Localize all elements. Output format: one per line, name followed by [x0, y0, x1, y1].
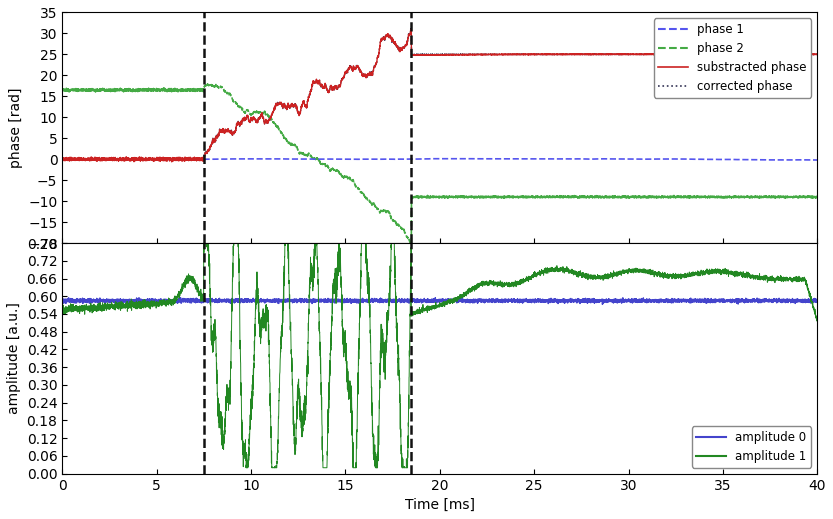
corrected phase: [94, 157, 104, 163]
phase 1: [617, 156, 627, 162]
amplitude 1: [812, 318, 822, 324]
phase 1: [95, 157, 105, 163]
phase 2: [617, 194, 627, 200]
amplitude 0: [812, 296, 822, 303]
amplitude 0: [176, 294, 186, 301]
substracted phase: [331, 83, 341, 89]
substracted phase: [57, 155, 67, 161]
Y-axis label: phase [rad]: phase [rad]: [8, 88, 22, 168]
amplitude 0: [537, 298, 547, 304]
corrected phase: [407, 25, 416, 32]
amplitude 0: [95, 297, 105, 304]
substracted phase: [812, 51, 822, 58]
amplitude 1: [504, 282, 514, 288]
amplitude 1: [331, 280, 341, 286]
X-axis label: Time [ms]: Time [ms]: [405, 498, 475, 512]
phase 2: [537, 194, 547, 200]
corrected phase: [504, 51, 514, 58]
amplitude 1: [57, 306, 67, 312]
amplitude 0: [597, 302, 607, 308]
amplitude 0: [504, 297, 514, 303]
corrected phase: [537, 51, 547, 57]
amplitude 1: [95, 303, 105, 309]
phase 2: [504, 194, 514, 200]
phase 2: [331, 168, 341, 174]
phase 1: [331, 156, 341, 162]
amplitude 1: [657, 271, 667, 277]
phase 2: [95, 87, 105, 93]
Line: amplitude 0: amplitude 0: [62, 297, 817, 305]
amplitude 0: [57, 297, 67, 303]
substracted phase: [95, 157, 105, 163]
phase 1: [812, 157, 822, 163]
phase 1: [472, 156, 482, 162]
Line: phase 1: phase 1: [62, 159, 817, 160]
Legend: phase 1, phase 2, substracted phase, corrected phase: phase 1, phase 2, substracted phase, cor…: [654, 18, 811, 98]
Line: amplitude 1: amplitude 1: [62, 240, 817, 468]
corrected phase: [617, 51, 627, 57]
substracted phase: [617, 51, 627, 57]
corrected phase: [57, 156, 67, 162]
phase 1: [657, 156, 667, 162]
corrected phase: [657, 51, 667, 58]
phase 1: [811, 157, 821, 163]
phase 2: [657, 193, 667, 199]
amplitude 0: [331, 299, 341, 306]
amplitude 1: [537, 270, 547, 276]
substracted phase: [407, 26, 416, 33]
Y-axis label: amplitude [a.u.]: amplitude [a.u.]: [7, 303, 21, 414]
substracted phase: [657, 51, 667, 58]
amplitude 1: [199, 237, 209, 243]
phase 2: [202, 80, 212, 87]
amplitude 0: [617, 297, 627, 304]
corrected phase: [812, 51, 822, 58]
substracted phase: [167, 159, 177, 165]
substracted phase: [537, 51, 547, 58]
Line: corrected phase: corrected phase: [62, 29, 817, 160]
corrected phase: [331, 83, 341, 89]
Line: substracted phase: substracted phase: [62, 30, 817, 162]
phase 1: [57, 157, 67, 163]
substracted phase: [504, 51, 514, 58]
phase 1: [504, 156, 514, 162]
phase 2: [812, 194, 822, 200]
phase 2: [57, 87, 67, 93]
Line: phase 2: phase 2: [62, 84, 817, 244]
amplitude 0: [657, 297, 667, 304]
phase 2: [407, 241, 416, 248]
Legend: amplitude 0, amplitude 1: amplitude 0, amplitude 1: [691, 427, 811, 468]
corrected phase: [95, 156, 105, 162]
phase 1: [537, 156, 547, 162]
amplitude 1: [241, 465, 251, 471]
amplitude 1: [617, 268, 627, 274]
